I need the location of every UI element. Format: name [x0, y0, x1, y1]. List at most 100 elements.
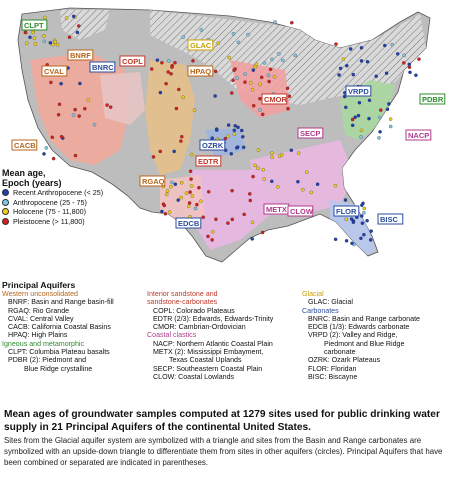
- site-marker: [286, 106, 290, 111]
- site-marker: [162, 203, 167, 208]
- aquifer-item: VRPD (2): Valley and Ridge,: [308, 331, 398, 340]
- aquifer-label-flor: FLOR: [333, 205, 360, 217]
- site-marker: [49, 80, 53, 85]
- site-marker: [172, 149, 176, 154]
- age-swatch-icon: [2, 198, 9, 206]
- site-marker: [383, 43, 387, 48]
- aquifer-group: Western unconsolidated BNRF: Basin and Ra…: [2, 290, 114, 340]
- site-marker: [181, 95, 185, 99]
- site-marker: [360, 214, 364, 218]
- figure-caption: Mean ages of groundwater samples compute…: [4, 408, 456, 468]
- site-marker: [378, 115, 382, 120]
- site-marker: [276, 185, 280, 189]
- site-marker: [290, 20, 294, 25]
- site-marker: [262, 177, 266, 181]
- site-marker: [176, 198, 180, 202]
- svg-text:CLOW: CLOW: [290, 207, 314, 216]
- region-hpaq: [145, 60, 195, 175]
- site-marker: [23, 30, 28, 35]
- aquifers-title: Principal Aquifers: [2, 280, 76, 290]
- age-legend-item: Holocene (75 - 11,800): [2, 207, 112, 217]
- aquifer-map: CLPT BNRF CVAL BNRC COPL GLAC HPAQ CMOR VRPD PDBR…: [11, 7, 446, 263]
- site-marker: [333, 183, 338, 188]
- site-marker: [377, 136, 381, 140]
- site-marker: [351, 220, 356, 224]
- site-marker: [33, 42, 38, 46]
- site-marker: [359, 59, 364, 63]
- site-marker: [337, 73, 341, 77]
- site-marker: [170, 65, 174, 69]
- aquifer-item: SECP: Southeastern Coastal Plain: [153, 364, 263, 373]
- site-marker: [272, 75, 277, 79]
- aquifer-label-glac: GLAC: [187, 39, 214, 51]
- aquifer-label-clpt: CLPT: [21, 19, 48, 31]
- site-marker: [181, 35, 185, 39]
- site-marker: [173, 60, 177, 65]
- site-marker: [344, 217, 348, 222]
- svg-text:CMOR: CMOR: [264, 95, 287, 104]
- aquifer-item: carbonate: [324, 348, 356, 357]
- site-marker: [338, 66, 343, 71]
- site-marker: [258, 108, 262, 112]
- aquifer-label-clow: CLOW: [287, 205, 314, 217]
- site-marker: [388, 117, 393, 121]
- svg-text:COPL: COPL: [122, 57, 143, 66]
- svg-text:RGAQ: RGAQ: [142, 177, 165, 186]
- site-marker: [214, 128, 219, 132]
- site-marker: [384, 71, 389, 75]
- site-marker: [78, 81, 82, 86]
- site-marker: [59, 134, 64, 139]
- site-marker: [362, 211, 366, 215]
- site-marker: [165, 189, 170, 193]
- age-legend-item: Pleistocene (> 11,800): [2, 217, 112, 227]
- aquifer-item: COPL: Colorado Plateaus: [153, 306, 235, 315]
- legend-title-line2: Epoch (years): [2, 178, 62, 188]
- svg-text:BNRF: BNRF: [70, 51, 91, 60]
- site-marker: [344, 239, 349, 243]
- site-marker: [232, 132, 237, 136]
- site-marker: [258, 82, 262, 87]
- site-marker: [199, 199, 203, 203]
- aquifer-group: Igneous and metamorphic CLPT: Columbia Pl…: [2, 340, 114, 373]
- site-marker: [158, 149, 163, 154]
- site-marker: [206, 234, 210, 239]
- site-marker: [56, 112, 61, 117]
- site-marker: [367, 98, 372, 103]
- site-marker: [77, 114, 81, 118]
- site-marker: [240, 128, 244, 133]
- site-marker: [41, 34, 46, 38]
- svg-text:EDTR: EDTR: [198, 157, 219, 166]
- site-marker: [231, 32, 236, 36]
- aquifer-item: RGAQ: Rio Grande: [8, 306, 70, 315]
- age-legend-label: Pleistocene (> 11,800): [13, 216, 85, 226]
- site-marker: [173, 182, 178, 186]
- site-marker: [227, 55, 231, 60]
- site-marker: [395, 52, 400, 56]
- site-marker: [251, 68, 256, 72]
- site-marker: [250, 87, 255, 92]
- site-marker: [248, 81, 253, 85]
- site-marker: [167, 210, 172, 214]
- site-marker: [213, 94, 217, 98]
- site-marker: [414, 73, 418, 77]
- site-marker: [158, 90, 163, 95]
- svg-text:GLAC: GLAC: [190, 41, 212, 50]
- aquifer-column-3: Glacial GLAC: Glacial Carbonates BNRC: Basi…: [302, 290, 420, 381]
- aquifer-item: CACB: California Coastal Basins: [8, 323, 111, 332]
- site-marker: [254, 62, 259, 66]
- site-marker: [179, 139, 183, 143]
- site-marker: [287, 94, 292, 98]
- region-metx: [190, 170, 270, 250]
- svg-text:FLOR: FLOR: [336, 207, 357, 216]
- age-legend-item: Recent Anthropocene (< 25): [2, 188, 112, 198]
- site-marker: [210, 136, 214, 140]
- site-marker: [179, 180, 184, 185]
- site-marker: [192, 108, 197, 112]
- site-marker: [230, 91, 234, 95]
- aquifer-label-ozrk: OZRK: [199, 139, 226, 151]
- aquifer-item: CVAL: Central Valley: [8, 314, 74, 323]
- site-marker: [407, 62, 412, 67]
- site-marker: [169, 72, 173, 76]
- svg-text:CACB: CACB: [14, 141, 36, 150]
- site-marker: [359, 236, 363, 241]
